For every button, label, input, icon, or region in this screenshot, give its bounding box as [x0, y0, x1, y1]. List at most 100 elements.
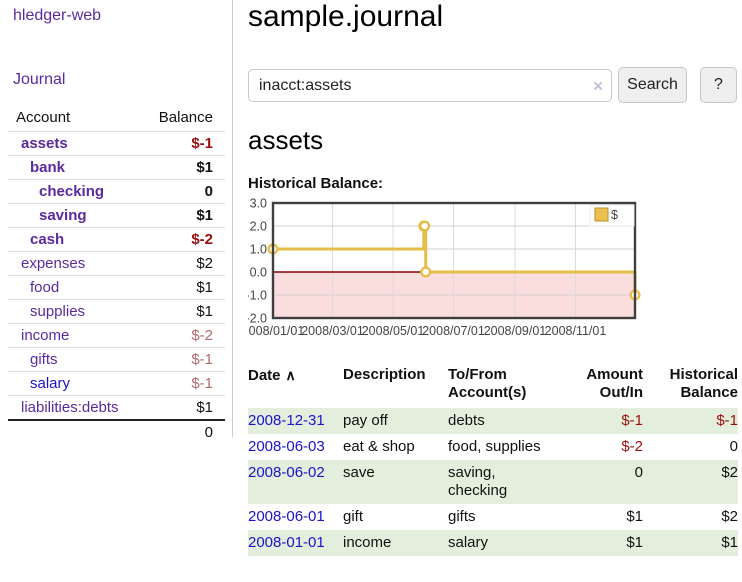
- account-row-checking: checking 0: [8, 179, 225, 203]
- search-form: × Search ?: [248, 67, 742, 103]
- search-button[interactable]: Search: [618, 67, 687, 103]
- account-row-liabilities-debts: liabilities:debts $1: [8, 395, 225, 419]
- account-link-supplies[interactable]: supplies: [30, 303, 86, 320]
- transaction-balance: $2: [721, 508, 738, 525]
- transaction-amount: $1: [548, 530, 643, 556]
- total-balance: 0: [204, 423, 213, 441]
- col-header-date[interactable]: Date ∧: [248, 364, 343, 408]
- transaction-balance: $-1: [643, 408, 738, 434]
- account-row-gifts: gifts $-1: [8, 347, 225, 371]
- transaction-date-link[interactable]: 2008-06-02: [248, 464, 325, 481]
- transaction-description: gift: [343, 508, 364, 525]
- register-table: Date ∧ Description To/From Account(s) Amo…: [248, 364, 738, 556]
- account-link-expenses[interactable]: expenses: [21, 255, 86, 272]
- y-axis-tick-label: 3.0: [250, 197, 267, 211]
- transaction-date-link[interactable]: 2008-06-03: [248, 438, 325, 455]
- account-balance: $-1: [191, 351, 213, 368]
- account-column-header: Account: [16, 109, 71, 126]
- y-axis-tick-label: 2.0: [250, 220, 267, 234]
- clear-search-icon[interactable]: ×: [593, 76, 603, 95]
- account-balance: $-2: [191, 327, 213, 344]
- account-row-food: food $1: [8, 275, 225, 299]
- x-axis-tick-label: 2008/09/01: [484, 324, 547, 338]
- y-axis-tick-label: -2.0: [248, 312, 267, 326]
- transaction-row: 2008-12-31 pay off debts $-1 $-1: [248, 408, 738, 434]
- account-balance: $-2: [191, 231, 213, 248]
- balance-column-header: Balance: [158, 109, 213, 126]
- legend-label: $: [611, 208, 618, 222]
- account-balance: $1: [196, 399, 213, 416]
- account-row-saving: saving $1: [8, 203, 225, 227]
- data-point-marker: [420, 266, 432, 278]
- transaction-accounts: salary: [448, 530, 548, 556]
- chart-heading: Historical Balance:: [248, 175, 384, 192]
- account-row-cash: cash $-2: [8, 227, 225, 251]
- account-balance: $1: [196, 159, 213, 176]
- account-link-cash[interactable]: cash: [30, 231, 65, 248]
- x-axis-tick-label: 2008/05/01: [362, 324, 425, 338]
- account-balance: $-1: [191, 135, 213, 152]
- account-balance: 0: [204, 183, 213, 200]
- account-balance: $-1: [191, 375, 213, 392]
- y-axis-tick-label: -1.0: [248, 289, 267, 303]
- legend-swatch: [594, 207, 609, 222]
- x-axis-tick-label: 2008/03/01: [301, 324, 364, 338]
- transaction-amount: 0: [548, 460, 643, 504]
- account-heading: assets: [248, 125, 324, 155]
- transaction-amount: $-1: [548, 408, 643, 434]
- account-link-food[interactable]: food: [30, 279, 60, 296]
- transaction-balance: $1: [643, 530, 738, 556]
- transaction-date-link[interactable]: 2008-12-31: [248, 412, 325, 429]
- account-link-income[interactable]: income: [21, 327, 70, 344]
- chart-canvas: $3.0 2.0 1.0 0.0 -1.0 -2.02008/01/012008/03/0…: [242, 197, 641, 338]
- account-row-expenses: expenses $2: [8, 251, 225, 275]
- account-balance: $1: [196, 207, 213, 224]
- account-balance: $2: [196, 255, 213, 272]
- y-axis-tick-label: 1.0: [250, 243, 267, 257]
- transaction-accounts: food, supplies: [448, 438, 541, 455]
- account-tree-total-row: 0: [8, 419, 225, 443]
- transaction-accounts: debts: [448, 408, 548, 434]
- transaction-description: pay off: [343, 408, 448, 434]
- y-axis-tick-label: 0.0: [250, 266, 267, 280]
- account-row-assets: assets $-1: [8, 131, 225, 155]
- transaction-balance: $2: [643, 460, 738, 504]
- col-header-amount: Amount Out/In: [586, 366, 643, 401]
- transaction-amount: $-2: [621, 438, 643, 455]
- account-balance: $1: [196, 303, 213, 320]
- transaction-description: eat & shop: [343, 438, 415, 455]
- account-link-checking[interactable]: checking: [39, 183, 105, 200]
- account-link-liabilities-debts[interactable]: liabilities:debts: [21, 399, 119, 416]
- account-tree-header: Account Balance: [8, 106, 225, 131]
- help-button[interactable]: ?: [700, 67, 737, 103]
- col-header-description: Description: [343, 366, 426, 383]
- transaction-amount: $1: [626, 508, 643, 525]
- account-row-bank: bank $1: [8, 155, 225, 179]
- account-link-saving[interactable]: saving: [39, 207, 87, 224]
- transaction-date-link[interactable]: 2008-06-01: [248, 508, 325, 525]
- sidebar-item-journal[interactable]: Journal: [13, 71, 66, 88]
- main-content: sample.journal × Search ? assets Histori…: [242, 0, 742, 582]
- transaction-accounts: saving, checking: [448, 460, 548, 504]
- account-tree: Account Balance assets $-1 bank $1 check…: [8, 106, 225, 443]
- transaction-row: 2008-01-01 income salary $1 $1: [248, 530, 738, 556]
- account-row-income: income $-2: [8, 323, 225, 347]
- account-link-salary[interactable]: salary: [30, 375, 71, 392]
- sort-asc-icon: ∧: [285, 367, 296, 383]
- account-link-assets[interactable]: assets: [21, 135, 68, 152]
- sidebar: hledger-web Journal Account Balance asse…: [0, 0, 233, 441]
- x-axis-tick-label: 2008/01/01: [248, 324, 304, 338]
- account-row-salary: salary $-1: [8, 371, 225, 395]
- col-header-date-label: Date: [248, 367, 281, 384]
- transaction-row: 2008-06-02 save saving, checking 0 $2: [248, 460, 738, 504]
- transaction-row: 2008-06-03 eat & shop food, supplies $-2…: [248, 434, 738, 460]
- transaction-date-link[interactable]: 2008-01-01: [248, 534, 325, 551]
- account-link-bank[interactable]: bank: [30, 159, 66, 176]
- account-link-gifts[interactable]: gifts: [30, 351, 58, 368]
- x-axis-tick-label: 2008/11/01: [545, 324, 607, 338]
- transaction-accounts: gifts: [448, 508, 476, 525]
- col-header-historical-balance: Historical Balance: [669, 366, 738, 401]
- search-input[interactable]: [248, 69, 612, 102]
- brand-link[interactable]: hledger-web: [13, 7, 102, 24]
- transaction-description: save: [343, 460, 448, 504]
